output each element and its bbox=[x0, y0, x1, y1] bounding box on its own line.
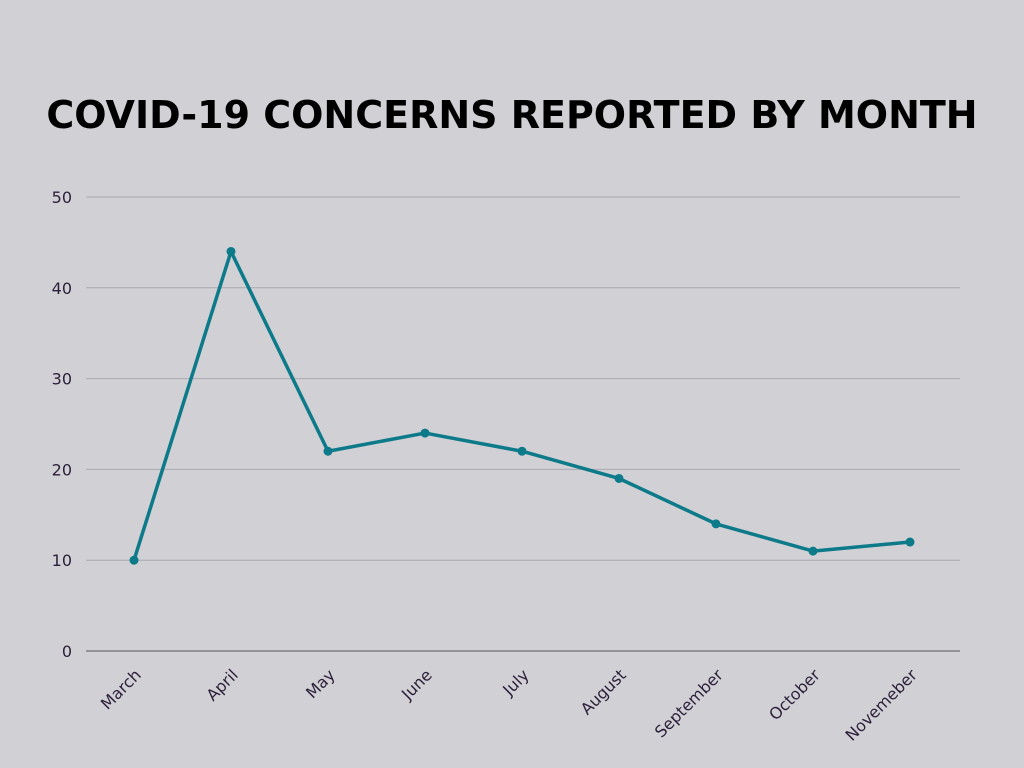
data-point bbox=[420, 428, 430, 438]
x-tick-label: March bbox=[97, 665, 145, 713]
data-point bbox=[711, 519, 721, 529]
x-tick-label: May bbox=[302, 665, 339, 702]
data-point bbox=[808, 546, 818, 556]
data-point bbox=[323, 446, 333, 456]
y-tick-label: 30 bbox=[52, 370, 72, 389]
x-axis-ticks: March April May June July August September Octo… bbox=[97, 665, 921, 745]
data-point bbox=[905, 537, 915, 547]
data-point bbox=[517, 446, 527, 456]
x-tick-label: September bbox=[651, 665, 727, 741]
series-line bbox=[132, 249, 912, 562]
x-tick-label: August bbox=[577, 665, 630, 718]
x-tick-label: July bbox=[498, 665, 532, 699]
x-tick-label: Novemeber bbox=[842, 665, 922, 745]
x-tick-label: April bbox=[203, 665, 242, 704]
y-tick-label: 40 bbox=[52, 279, 72, 298]
y-tick-label: 10 bbox=[52, 551, 72, 570]
series-layer bbox=[129, 246, 915, 565]
data-point bbox=[614, 473, 624, 483]
y-tick-label: 20 bbox=[52, 460, 72, 479]
y-tick-label: 50 bbox=[52, 188, 72, 207]
y-tick-label: 0 bbox=[62, 642, 72, 661]
chart-title: COVID-19 CONCERNS REPORTED BY MONTH bbox=[46, 93, 978, 137]
data-point bbox=[129, 555, 139, 565]
data-point bbox=[226, 246, 236, 256]
x-tick-label: October bbox=[765, 665, 824, 724]
x-tick-label: June bbox=[397, 665, 436, 704]
gridlines bbox=[86, 196, 960, 652]
y-axis-ticks: 0 10 20 30 40 50 bbox=[52, 188, 72, 661]
